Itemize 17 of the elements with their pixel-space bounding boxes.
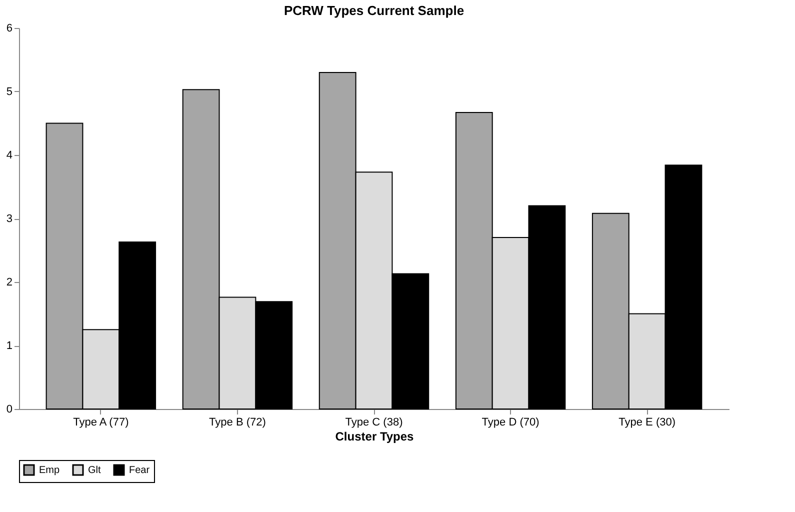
y-tick-label: 5 <box>6 86 12 98</box>
legend-label: Glt <box>88 465 101 476</box>
legend-label: Fear <box>129 465 150 476</box>
y-tick-label: 0 <box>6 404 12 416</box>
x-tick-label: Type E (30) <box>618 416 676 428</box>
y-tick-label: 2 <box>6 276 12 288</box>
x-tick-label: Type A (77) <box>73 416 129 428</box>
x-tick-label: Type D (70) <box>482 416 540 428</box>
y-tick-label: 3 <box>6 213 12 225</box>
chart-title: PCRW Types Current Sample <box>284 3 464 18</box>
y-tick-label: 1 <box>6 340 12 352</box>
x-tick-label: Type C (38) <box>345 416 403 428</box>
legend-label: Emp <box>39 465 60 476</box>
y-tick-label: 4 <box>6 150 12 162</box>
y-tick-label: 6 <box>6 22 12 34</box>
x-tick-label: Type B (72) <box>209 416 266 428</box>
x-axis-title: Cluster Types <box>335 430 414 444</box>
